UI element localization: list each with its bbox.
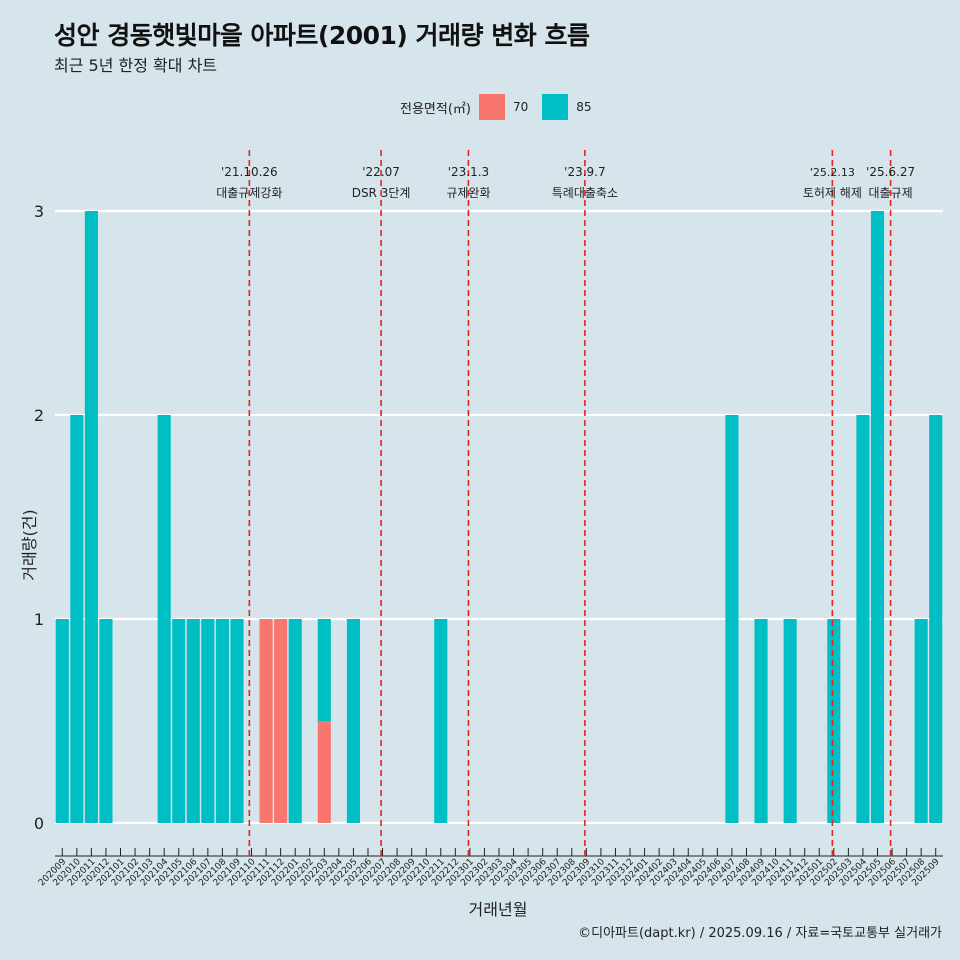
- bar-85: [929, 415, 943, 823]
- bar-85: [157, 415, 171, 823]
- bar-85: [70, 415, 84, 823]
- bar-85: [288, 619, 302, 823]
- bar-85: [55, 619, 69, 823]
- y-axis-label: 거래량(건): [20, 509, 39, 581]
- legend-label-85: 85: [576, 100, 592, 114]
- legend-label-70: 70: [512, 100, 529, 114]
- legend-key-70: [478, 94, 505, 120]
- bar-85: [827, 619, 841, 823]
- bar-85: [434, 619, 448, 823]
- event-label: 특례대출축소: [552, 186, 618, 200]
- source-caption: ©디아파트(dapt.kr) / 2025.09.16 / 자료=국토교통부 실…: [578, 926, 942, 941]
- bar-70: [274, 619, 288, 823]
- bar-85: [99, 619, 113, 823]
- bar-70: [317, 721, 331, 823]
- legend-key-85: [542, 94, 569, 120]
- event-label: 대출규제: [869, 186, 913, 200]
- y-tick-label: 3: [34, 202, 44, 221]
- bar-85: [317, 619, 331, 721]
- event-date: '21.10.26: [221, 165, 278, 179]
- legend: 전용면적(㎡) 70 85: [400, 94, 606, 120]
- bar-70: [259, 619, 273, 823]
- bar-85: [914, 619, 928, 823]
- event-date: '22.07: [362, 165, 400, 179]
- event-label: DSR 3단계: [352, 186, 411, 200]
- bar-85: [754, 619, 768, 823]
- x-axis-label: 거래년월: [468, 900, 528, 919]
- chart-subtitle: 최근 5년 한정 확대 차트: [54, 56, 218, 75]
- bar-85: [783, 619, 797, 823]
- y-tick-label: 0: [34, 814, 44, 833]
- y-tick-label: 2: [34, 406, 44, 425]
- event-label: 규제완화: [446, 186, 490, 200]
- bar-85: [172, 619, 186, 823]
- bar-85: [215, 619, 229, 823]
- event-date: '25.6.27: [866, 165, 915, 179]
- chart-title: 성안 경동햇빛마을 아파트(2001) 거래량 변화 흐름: [54, 21, 590, 50]
- bar-85: [856, 415, 870, 823]
- event-label: 대출규제강화: [216, 186, 282, 200]
- bar-85: [201, 619, 215, 823]
- bar-85: [230, 619, 244, 823]
- event-date: '23.9.7: [564, 165, 605, 179]
- event-date: '25.2.13: [810, 166, 855, 179]
- bar-85: [725, 415, 739, 823]
- y-tick-label: 1: [34, 610, 44, 629]
- bar-85: [186, 619, 200, 823]
- event-date: '23.1.3: [448, 165, 489, 179]
- bar-85: [84, 211, 98, 823]
- bar-85: [346, 619, 360, 823]
- legend-title: 전용면적(㎡): [400, 101, 471, 117]
- bar-85: [870, 211, 885, 823]
- event-label: 토허제 해제: [803, 186, 862, 200]
